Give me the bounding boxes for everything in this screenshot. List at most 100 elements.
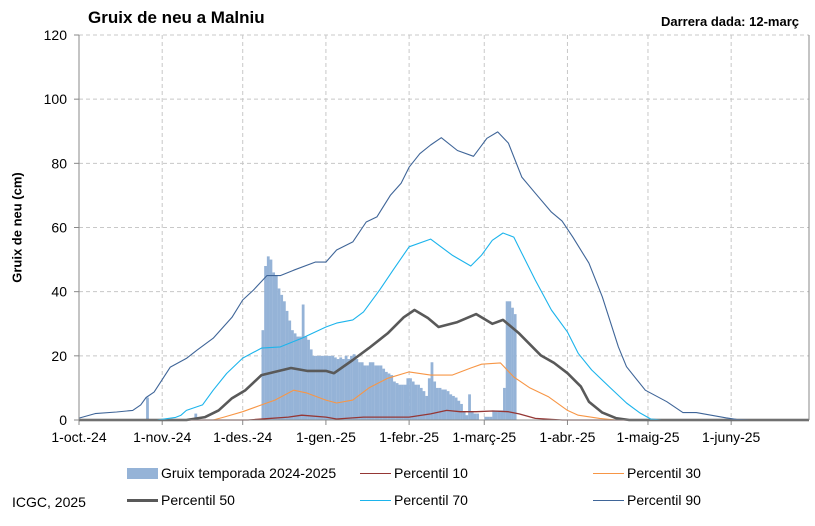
bar bbox=[500, 410, 504, 420]
bar bbox=[465, 415, 469, 420]
bar bbox=[406, 378, 410, 420]
bar bbox=[304, 336, 308, 420]
bar bbox=[374, 365, 378, 420]
bar bbox=[333, 357, 337, 420]
bar bbox=[299, 336, 302, 420]
bar bbox=[486, 416, 490, 420]
bar bbox=[452, 395, 455, 420]
legend-label: Percentil 70 bbox=[394, 492, 468, 508]
bar bbox=[468, 394, 471, 420]
bar bbox=[371, 362, 375, 420]
x-tick-label: 1-març-25 bbox=[452, 429, 516, 445]
bar bbox=[194, 413, 198, 420]
bar bbox=[505, 301, 509, 420]
bar bbox=[414, 384, 418, 420]
bar bbox=[497, 410, 501, 420]
legend-swatch-p90 bbox=[593, 499, 624, 501]
bar bbox=[393, 381, 396, 420]
x-tick-label: 1-juny-25 bbox=[702, 429, 761, 445]
y-tick-label: 20 bbox=[51, 348, 67, 364]
bar bbox=[368, 362, 372, 420]
bar bbox=[347, 359, 351, 420]
bar bbox=[323, 355, 327, 420]
x-tick-label: 1-oct.-24 bbox=[51, 429, 106, 445]
bar bbox=[489, 416, 493, 420]
bar bbox=[511, 307, 514, 420]
bar bbox=[462, 411, 466, 420]
x-tick-label: 1-des.-24 bbox=[213, 429, 272, 445]
legend-label: Percentil 90 bbox=[627, 492, 701, 508]
x-tick-label: 1-gen.-25 bbox=[296, 429, 356, 445]
bar bbox=[317, 355, 321, 420]
bar bbox=[435, 387, 439, 420]
bar bbox=[484, 416, 488, 420]
y-tick-label: 120 bbox=[44, 27, 68, 43]
bar bbox=[360, 362, 364, 420]
bar bbox=[508, 301, 512, 420]
series-line-p90 bbox=[78, 131, 809, 421]
bar bbox=[312, 355, 316, 420]
bar bbox=[417, 384, 420, 420]
bar bbox=[288, 320, 292, 420]
bar bbox=[146, 397, 149, 420]
y-tick-label: 0 bbox=[59, 412, 67, 428]
y-tick-label: 80 bbox=[51, 155, 67, 171]
bar bbox=[280, 294, 284, 420]
bar bbox=[411, 381, 415, 420]
bar bbox=[336, 359, 340, 420]
bar bbox=[376, 365, 380, 420]
y-axis-label: Gruix de neu (cm) bbox=[9, 172, 25, 283]
bar bbox=[315, 355, 318, 420]
bar bbox=[422, 391, 426, 420]
bar bbox=[291, 330, 294, 420]
y-tick-label: 60 bbox=[51, 220, 67, 236]
bar bbox=[449, 394, 453, 420]
bar bbox=[513, 314, 517, 420]
x-tick-label: 1-maig-25 bbox=[616, 429, 679, 445]
legend-item-p90: Percentil 90 bbox=[593, 492, 701, 508]
legend-swatch-p50 bbox=[127, 498, 158, 502]
bar bbox=[277, 288, 281, 420]
bar bbox=[293, 333, 297, 420]
bar bbox=[344, 355, 348, 420]
bar bbox=[433, 381, 437, 420]
bar bbox=[446, 391, 450, 420]
bar bbox=[282, 301, 286, 420]
bar bbox=[444, 389, 447, 420]
bar bbox=[272, 272, 276, 420]
bar bbox=[419, 387, 423, 420]
bar bbox=[390, 375, 394, 420]
bar bbox=[307, 339, 310, 420]
x-tick-label: 1-abr.-25 bbox=[539, 429, 595, 445]
bar bbox=[427, 378, 431, 420]
legend-item-p50: Percentil 50 bbox=[127, 492, 235, 508]
legend-label: Gruix temporada 2024-2025 bbox=[161, 465, 337, 481]
series-line-p10 bbox=[79, 409, 809, 421]
bar bbox=[395, 383, 399, 420]
legend-item-bars: Gruix temporada 2024-2025 bbox=[127, 465, 336, 481]
legend-label: Percentil 50 bbox=[161, 492, 235, 508]
chart-title: Gruix de neu a Malniu bbox=[88, 8, 265, 27]
bar bbox=[264, 266, 267, 420]
bar bbox=[352, 354, 356, 420]
legend-swatch-p70 bbox=[360, 499, 391, 501]
legend-label: Percentil 30 bbox=[627, 465, 701, 481]
bar bbox=[503, 387, 506, 420]
bar bbox=[339, 357, 343, 420]
bar bbox=[382, 368, 386, 420]
bar bbox=[350, 355, 353, 420]
series-line-p30 bbox=[79, 362, 809, 421]
x-tick-label: 1-nov.-24 bbox=[133, 429, 191, 445]
bar bbox=[438, 387, 442, 420]
credit-label: ICGC, 2025 bbox=[12, 494, 86, 510]
bar bbox=[296, 336, 300, 420]
legend-item-p10: Percentil 10 bbox=[360, 465, 468, 481]
bar bbox=[492, 410, 496, 420]
bar bbox=[269, 259, 273, 420]
series-line-p50 bbox=[79, 308, 809, 422]
legend-swatch-bars bbox=[127, 467, 158, 479]
bar bbox=[441, 389, 445, 420]
bar bbox=[366, 365, 369, 420]
bar bbox=[384, 371, 388, 420]
